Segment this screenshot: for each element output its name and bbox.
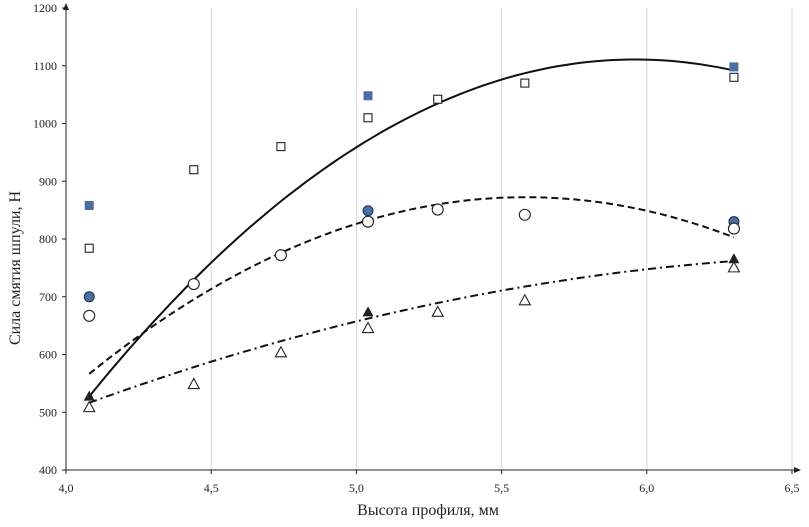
point-square-open <box>520 78 530 88</box>
point-square-open <box>363 113 373 123</box>
axes <box>62 3 801 474</box>
y-tick-label: 700 <box>39 290 57 304</box>
y-axis-arrow <box>63 3 69 10</box>
point-circle-open <box>431 203 444 216</box>
tick-labels: 400 500 600 700 800 900 1000 1100 1200 4,0 4,5 5,0 5… <box>33 1 800 495</box>
point-circle-open <box>274 249 287 262</box>
y-tick-label: 400 <box>39 463 57 477</box>
x-tick-label: 6,0 <box>639 481 654 495</box>
trend-line-solid <box>88 58 735 398</box>
point-square-open <box>433 94 443 104</box>
y-axis-title: Сила смятия шпули, Н <box>7 191 24 346</box>
x-axis-arrow <box>794 467 801 473</box>
point-circle-open <box>361 215 375 228</box>
point-triangle-filled <box>362 306 374 317</box>
point-square-open <box>84 243 94 253</box>
y-tick-label: 900 <box>39 174 57 188</box>
point-square-filled <box>84 201 94 211</box>
trend-lines <box>88 58 735 404</box>
point-square-open <box>189 165 199 175</box>
point-circle-open <box>187 277 200 291</box>
grid <box>210 8 793 470</box>
point-circle-filled <box>362 205 374 217</box>
y-tick-label: 1200 <box>33 1 57 15</box>
point-triangle-filled <box>83 390 95 401</box>
point-triangle-open <box>187 377 201 390</box>
point-triangle-open <box>361 321 375 334</box>
x-tick-label: 4,0 <box>59 481 74 495</box>
point-square-open <box>276 142 286 152</box>
y-tick-label: 1000 <box>33 117 57 131</box>
y-tick-label: 800 <box>39 232 57 246</box>
trend-line-dashdot <box>88 260 734 404</box>
x-axis-title: Высота профиля, мм <box>357 502 499 519</box>
point-triangle-open <box>274 345 288 358</box>
point-square-filled <box>363 91 373 101</box>
point-circle-open <box>83 309 96 322</box>
x-tick-label: 5,0 <box>349 481 364 495</box>
y-tick-label: 1100 <box>33 59 57 73</box>
point-triangle-open <box>82 400 96 413</box>
point-circle-open <box>518 208 531 221</box>
point-square-filled <box>729 62 739 72</box>
x-tick-label: 6,5 <box>785 481 800 495</box>
y-tick-label: 500 <box>39 405 57 419</box>
y-tick-label: 600 <box>39 348 57 362</box>
point-circle-open <box>727 222 740 235</box>
x-tick-label: 5,5 <box>494 481 509 495</box>
x-tick-label: 4,5 <box>204 481 219 495</box>
data-points <box>82 62 741 413</box>
point-triangle-filled <box>728 253 740 264</box>
point-triangle-open <box>727 260 741 273</box>
point-circle-filled <box>83 291 95 303</box>
point-triangle-open <box>518 293 532 306</box>
point-triangle-open <box>431 305 445 317</box>
trend-line-dashed <box>88 196 735 375</box>
point-square-open <box>729 72 739 82</box>
